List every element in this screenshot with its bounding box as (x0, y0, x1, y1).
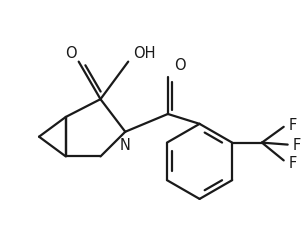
Text: F: F (293, 137, 301, 152)
Text: N: N (120, 137, 131, 152)
Text: O: O (65, 45, 76, 60)
Text: O: O (174, 57, 185, 72)
Text: F: F (289, 118, 297, 133)
Text: OH: OH (133, 45, 155, 60)
Text: F: F (289, 155, 297, 170)
